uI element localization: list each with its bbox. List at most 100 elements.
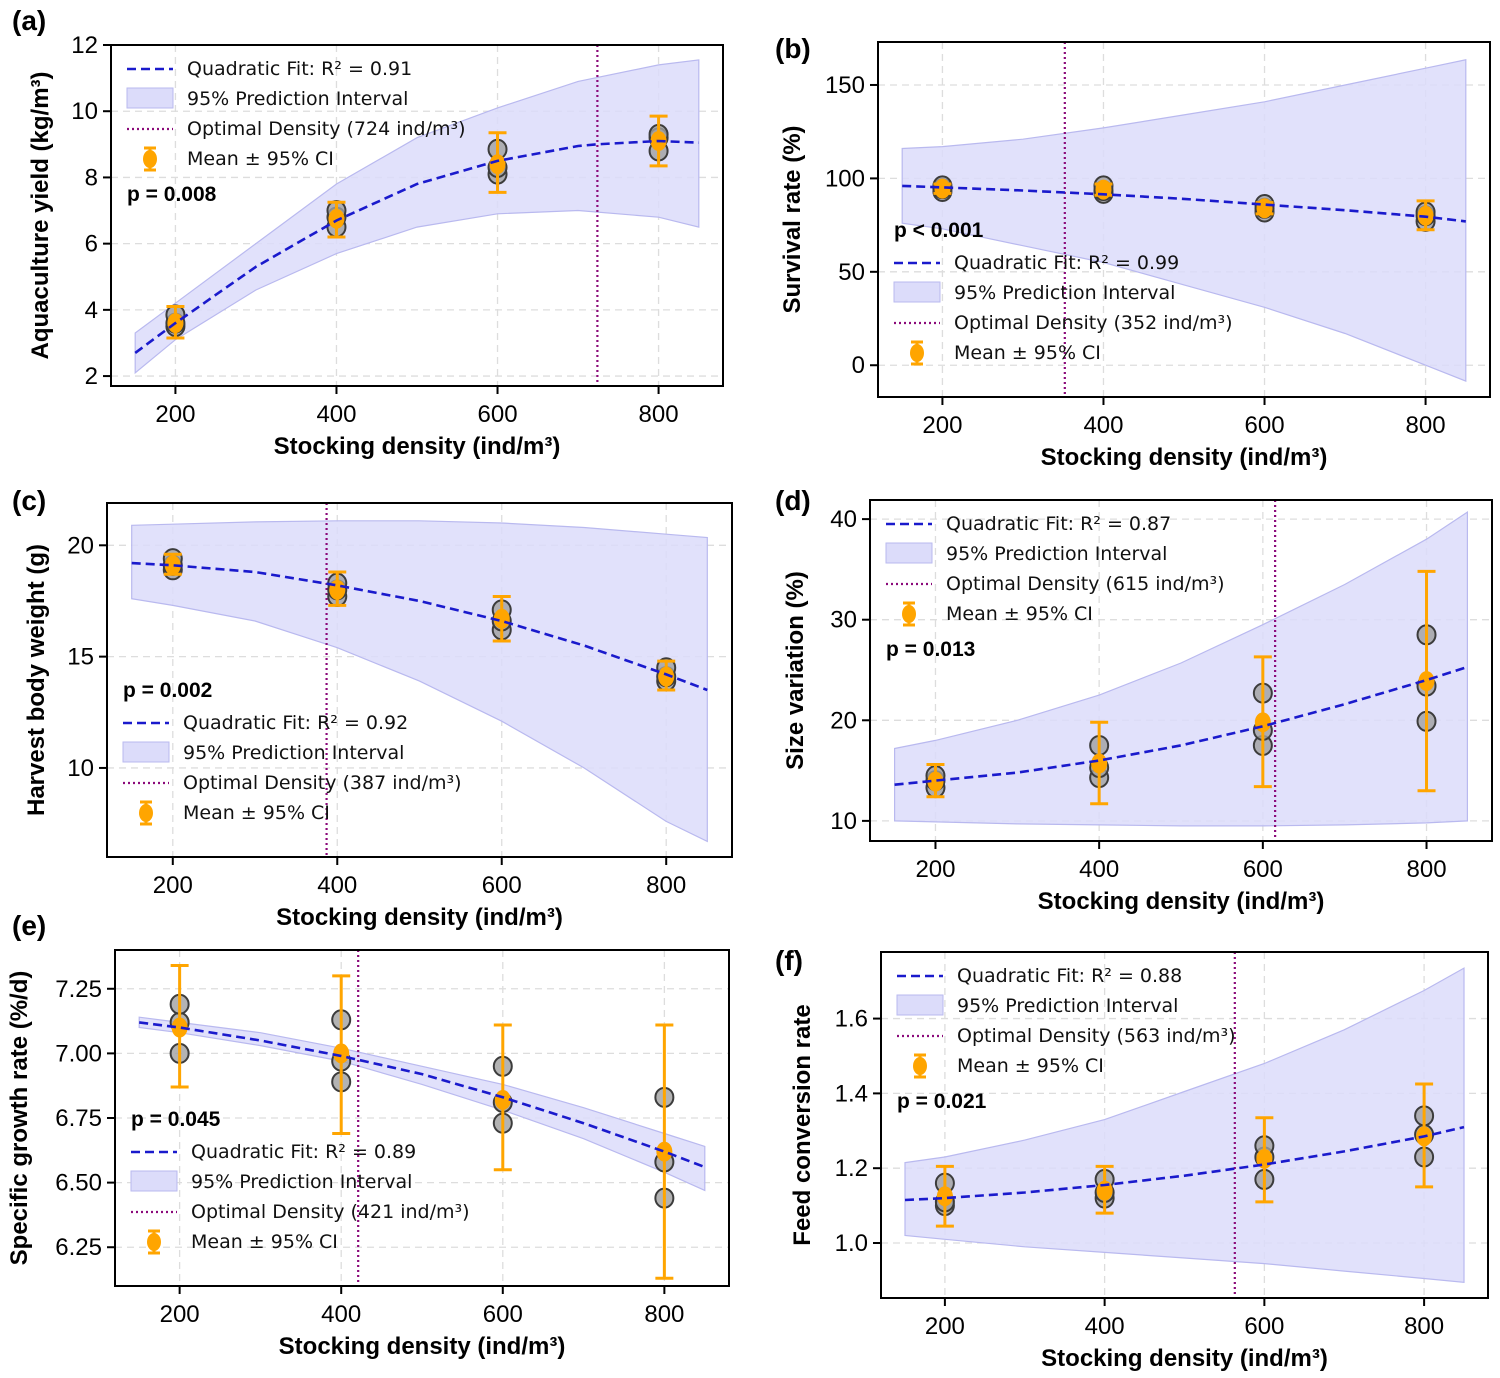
x-axis-label: Stocking density (ind/m³) [1041,444,1328,471]
panel-b: 200 400 600 800 0 50 100 150 Stocking density (i… [775,33,1491,471]
quadratic-fit-line [904,1125,1465,1202]
legend-optimal-label: Optimal Density (615 ind/m³) [946,573,1225,595]
mean-marker [489,154,506,175]
legend-mean-marker [913,1057,927,1075]
y-tick-label: 6.25 [55,1234,102,1261]
prediction-interval-band [131,520,708,843]
y-tick-label: 7.00 [55,1040,102,1067]
y-tick-label: 2 [85,363,98,390]
x-tick-label: 400 [1083,412,1123,439]
legend-mean-label: Mean ± 95% CI [957,1055,1104,1077]
plot-area [881,952,1488,1298]
legend-fit-label: Quadratic Fit: R² = 0.92 [183,712,408,734]
legend-band-label: 95% Prediction Interval [946,543,1167,565]
y-tick-label: 50 [838,259,865,286]
mean-marker [936,1186,953,1207]
y-tick-label: 6 [85,231,98,258]
legend: Quadratic Fit: R² = 0.91 95% Prediction I… [126,58,466,172]
y-tick-label: 1.4 [835,1080,868,1107]
mean-marker [328,208,345,229]
y-tick-label: 6.75 [55,1105,102,1132]
p-value-annotation: p = 0.021 [897,1090,987,1113]
legend-mean-label: Mean ± 95% CI [954,342,1101,364]
panel-f: 200 400 600 800 1.0 1.2 1.4 1.6 Stocking density… [775,945,1489,1372]
y-tick-label: 10 [830,808,857,835]
legend-mean-marker [910,344,924,362]
legend-optimal-label: Optimal Density (724 ind/m³) [187,118,466,140]
p-value-annotation: p < 0.001 [894,219,984,242]
x-tick-label: 800 [644,1301,684,1328]
plot-area [115,950,729,1286]
p-value-annotation: p = 0.008 [127,183,217,206]
panel-label: (c) [12,485,46,516]
x-tick-label: 400 [1085,1313,1125,1340]
y-axis-label: Survival rate (%) [779,125,806,313]
x-tick-label: 200 [155,401,195,428]
legend-fit-label: Quadratic Fit: R² = 0.89 [191,1141,416,1163]
x-axis-label: Stocking density (ind/m³) [1038,888,1325,915]
x-tick-label: 400 [316,401,356,428]
p-value-annotation: p = 0.002 [123,679,212,702]
mean-marker [164,555,181,576]
y-tick-label: 20 [67,532,94,559]
legend-band-label: 95% Prediction Interval [954,282,1175,304]
mean-marker [658,666,675,687]
mean-marker [934,178,951,199]
legend-band-swatch [130,1170,178,1192]
plot-frame [110,44,724,387]
panel-label: (e) [12,910,46,941]
y-tick-label: 30 [830,607,857,634]
mean-marker [333,1043,350,1064]
y-tick-label: 20 [830,707,857,734]
plot-frame [869,499,1493,842]
prediction-interval-band [134,59,700,375]
y-tick-label: 100 [825,165,865,192]
y-tick-label: 12 [71,32,98,59]
legend-band-swatch [896,994,944,1016]
mean-marker [1096,1180,1113,1201]
plot-frame [106,502,733,858]
panel-a: 200 400 600 800 2 4 6 8 10 12 Stocking density (in… [12,5,724,460]
y-axis-label: Feed conversion rate [789,1004,816,1245]
x-axis-label: Stocking density (ind/m³) [276,904,563,931]
y-tick-label: 10 [67,755,94,782]
x-tick-label: 600 [483,1301,523,1328]
x-axis-label: Stocking density (ind/m³) [274,433,561,460]
plot-area [870,500,1492,841]
y-tick-label: 40 [830,506,857,533]
plot-area [111,45,723,386]
panel-label: (f) [775,945,803,976]
y-tick-label: 4 [85,297,98,324]
x-tick-label: 600 [478,401,518,428]
prediction-interval-band [894,510,1468,827]
x-tick-label: 200 [160,1301,200,1328]
y-tick-label: 1.2 [835,1155,868,1182]
x-tick-label: 200 [915,856,955,883]
mean-marker [1254,712,1271,733]
y-tick-label: 7.25 [55,976,102,1003]
legend-fit-label: Quadratic Fit: R² = 0.99 [954,252,1179,274]
y-tick-label: 8 [85,164,98,191]
y-axis-label: Harvest body weight (g) [23,544,50,816]
quadratic-fit-line [131,561,708,692]
panel-label: (a) [12,5,46,36]
mean-marker [493,608,510,629]
legend-mean-label: Mean ± 95% CI [191,1231,338,1253]
x-tick-label: 600 [1245,412,1285,439]
x-tick-label: 800 [1407,856,1447,883]
x-tick-label: 800 [1404,1313,1444,1340]
panel-label: (d) [775,485,811,516]
panel-c: 200 400 600 800 10 15 20 Stocking density (ind/… [12,485,733,931]
legend-optimal-label: Optimal Density (421 ind/m³) [191,1201,470,1223]
x-tick-label: 600 [482,872,522,899]
legend-optimal-label: Optimal Density (563 ind/m³) [957,1025,1236,1047]
mean-marker [1418,671,1435,692]
legend-mean-marker [143,150,157,168]
panel-e: 200 400 600 800 6.25 6.50 6.75 7.00 7.25 Stocking… [6,910,730,1360]
legend-optimal-label: Optimal Density (352 ind/m³) [954,312,1233,334]
x-tick-label: 600 [1244,1313,1284,1340]
legend-band-swatch [122,741,170,763]
legend-mean-marker [139,804,153,822]
mean-marker [494,1089,511,1110]
legend: Quadratic Fit: R² = 0.87 95% Prediction I… [885,513,1225,627]
